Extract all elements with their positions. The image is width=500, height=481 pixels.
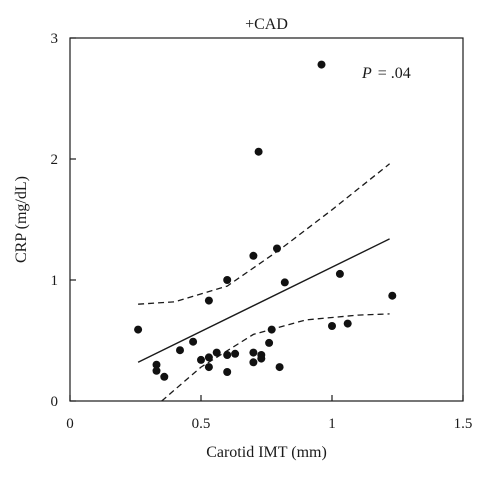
x-tick-label: 0.5	[192, 416, 211, 432]
y-axis-ticks: 0 1 2 3	[51, 31, 76, 410]
data-point	[176, 346, 184, 355]
x-axis-ticks: 0 0.5 1 1.5	[66, 395, 472, 432]
upper-confidence-band	[138, 163, 391, 305]
data-point	[273, 244, 281, 253]
y-tick-label: 0	[51, 394, 59, 410]
y-tick-label: 3	[51, 31, 59, 47]
y-tick-label: 1	[51, 273, 59, 289]
y-tick-label: 2	[51, 152, 59, 168]
data-point	[204, 363, 213, 372]
data-point	[317, 60, 326, 69]
lower-confidence-band	[161, 313, 390, 402]
regression-line	[137, 238, 390, 363]
data-point	[231, 349, 240, 358]
data-point	[152, 366, 161, 375]
data-point	[275, 363, 284, 372]
x-tick-label: 1	[328, 416, 336, 432]
data-point	[249, 251, 258, 260]
data-point	[134, 325, 143, 334]
data-point	[267, 325, 276, 334]
chart-title: +CAD	[245, 16, 288, 33]
data-point	[204, 296, 213, 305]
data-point	[197, 355, 205, 364]
data-point	[343, 319, 352, 328]
data-point	[212, 348, 221, 357]
data-point	[189, 337, 198, 346]
data-point	[254, 147, 263, 156]
data-point	[223, 276, 232, 284]
x-axis-label: Carotid IMT (mm)	[206, 444, 327, 461]
data-point	[280, 278, 289, 287]
data-point	[160, 372, 169, 381]
data-points	[134, 60, 397, 381]
p-value-symbol: P	[361, 65, 372, 82]
plot-area-border	[69, 37, 464, 402]
data-point	[249, 348, 258, 357]
data-point	[152, 360, 161, 369]
data-point	[257, 354, 266, 363]
plot-frame	[69, 37, 464, 402]
data-point	[328, 322, 336, 330]
x-tick-label: 1.5	[454, 416, 473, 432]
data-point	[265, 338, 274, 347]
p-value-text: = .04	[378, 65, 411, 82]
data-point	[249, 358, 258, 367]
data-point	[223, 351, 232, 359]
data-point	[223, 368, 232, 376]
x-tick-label: 0	[66, 416, 74, 432]
data-point	[204, 353, 213, 362]
data-point	[388, 291, 397, 300]
y-axis-label: CRP (mg/dL)	[13, 176, 30, 263]
regression-curves	[137, 163, 391, 402]
p-value-annotation: P = .04	[361, 65, 411, 82]
data-point	[335, 269, 344, 278]
